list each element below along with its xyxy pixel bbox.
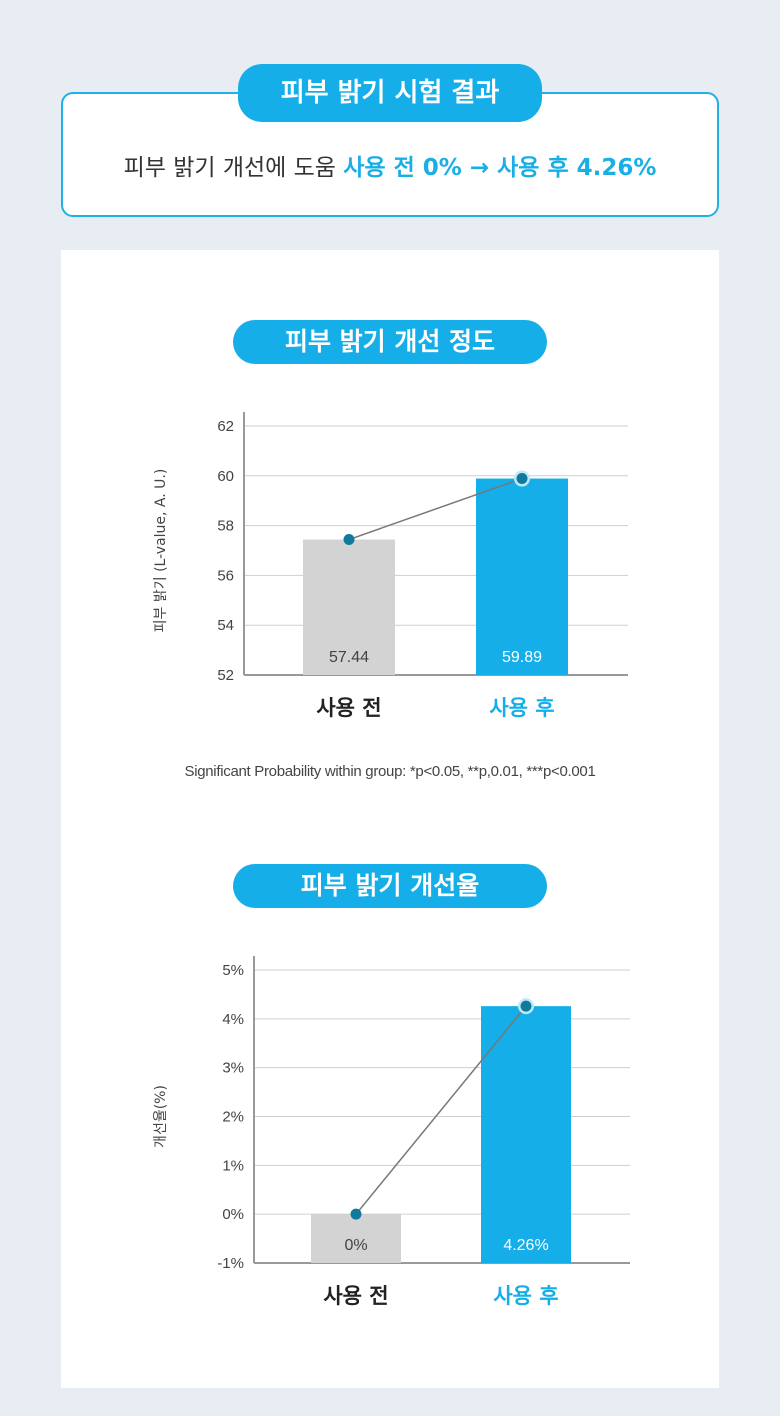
y-tick-label: 1% [222,1157,244,1174]
data-point-marker [343,534,355,546]
summary-prefix: 피부 밝기 개선에 도움 [123,155,344,181]
y-axis-label: 개선율(%) [153,1085,169,1148]
data-point-marker [520,1000,532,1012]
trend-line [355,1005,527,1215]
x-category-label: 사용 전 [323,1284,388,1308]
y-tick-label: 58 [217,518,234,535]
bar-value-label: 0% [344,1237,367,1254]
brightness-chart: 52 54 56 58 60 62 피부 밝기 (L-value, A. U.) 57.44 사… [153,412,628,720]
bar-value-label: 4.26% [503,1237,548,1254]
y-tick-label: 52 [217,667,234,684]
data-point-marker [516,473,528,485]
y-tick-label: 60 [217,468,234,485]
bar-value-label: 57.44 [329,649,369,666]
y-tick-label: 54 [217,617,234,634]
chart2-title: 피부 밝기 개선율 [233,864,547,908]
bar-before [311,1214,401,1263]
y-tick-label: 0% [222,1206,244,1223]
bar-after [481,1006,571,1263]
x-category-label: 사용 전 [316,696,381,720]
bar-value-label: 59.89 [502,649,542,666]
data-point-marker [350,1208,362,1220]
chart1-title: 피부 밝기 개선 정도 [233,320,547,364]
x-category-label: 사용 후 [489,696,554,720]
y-axis-label: 피부 밝기 (L-value, A. U.) [153,469,169,633]
y-tick-label: 2% [222,1109,244,1126]
summary-highlight: 사용 전 0% → 사용 후 4.26% [343,155,657,181]
x-category-label: 사용 후 [493,1284,558,1308]
bar-after [476,478,568,675]
result-summary-text: 피부 밝기 개선에 도움 사용 전 0% → 사용 후 4.26% [61,148,719,182]
y-tick-label: 62 [217,418,234,435]
charts-panel [61,250,719,1388]
y-tick-label: 56 [217,567,234,584]
bar-before [303,539,395,675]
trend-line [348,477,523,541]
significance-note: Significant Probability within group: *p… [184,763,596,780]
y-tick-label: 4% [222,1011,244,1028]
result-title-pill: 피부 밝기 시험 결과 [238,64,542,122]
y-tick-label: 3% [222,1060,244,1077]
y-tick-label: -1% [217,1255,244,1272]
y-tick-label: 5% [222,962,244,979]
